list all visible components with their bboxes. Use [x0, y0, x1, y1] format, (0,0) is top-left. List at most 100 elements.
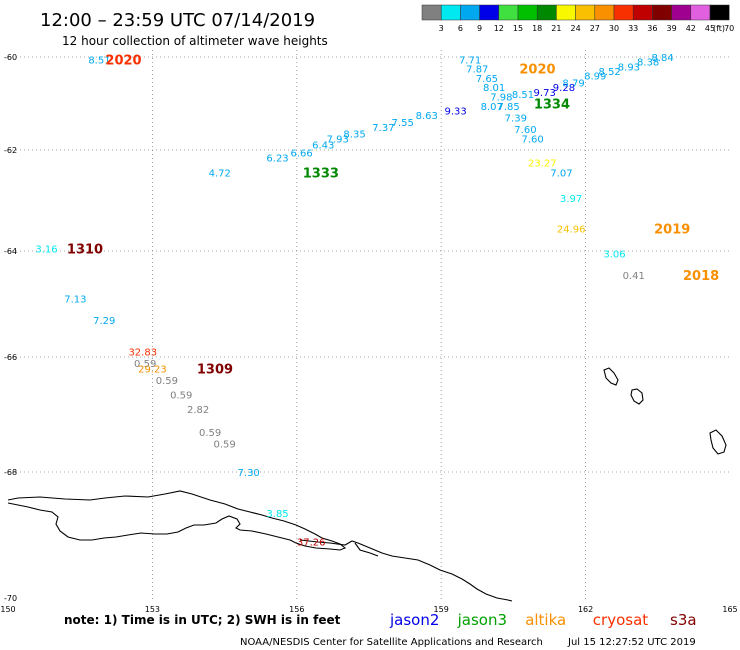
wave-height-value: 32.83	[128, 348, 157, 359]
wave-height-value: 37.26	[297, 537, 326, 548]
wave-height-value: 7.07	[550, 169, 572, 180]
legend-swatch	[536, 4, 557, 21]
legend-swatch	[517, 4, 538, 21]
longitude-tick: 165	[722, 605, 737, 614]
latitude-tick: -70	[4, 594, 17, 603]
longitude-tick: 153	[145, 605, 160, 614]
coastline-lower	[354, 542, 379, 557]
color-scale-legend: 3 6 9 12 15 18 21 24 27 30 33 36 39 42 45 70	[421, 4, 734, 33]
latitude-tick: -66	[4, 353, 17, 362]
wave-height-value: 7.39	[505, 113, 527, 124]
antarctic-coastline	[7, 490, 347, 551]
satellite-name: altika	[525, 611, 566, 629]
legend-swatch	[613, 4, 634, 21]
legend-tick-label: 30	[609, 24, 619, 33]
pass-label: 1333	[303, 167, 339, 182]
latitude-tick-labels: -60 -62 -64 -66 -68 -70	[4, 53, 17, 603]
island-3	[709, 429, 727, 455]
wave-height-value: 24.96	[557, 224, 586, 235]
legend-tick-label: 36	[647, 24, 657, 33]
satellite-name: jason2	[389, 611, 439, 629]
island-2	[630, 388, 644, 405]
wave-height-value: 3.16	[35, 244, 57, 255]
legend-tick-label: 70	[724, 24, 734, 33]
footer-credit: NOAA/NESDIS Center for Satellite Applica…	[240, 637, 543, 648]
legend-tick-label: 12	[494, 24, 504, 33]
wave-height-value: 7.37	[372, 123, 394, 134]
wave-height-observations: 8.51 7.717.877.658.017.98 8.518.077.857.39…	[35, 53, 673, 548]
legend-tick-label: 9	[477, 24, 482, 33]
longitude-tick: 159	[434, 605, 449, 614]
legend-swatch	[440, 4, 461, 21]
wave-height-value: 8.38	[637, 58, 659, 69]
legend-swatch	[498, 4, 519, 21]
wave-height-value: 7.87	[466, 65, 488, 76]
latitude-tick: -64	[4, 247, 17, 256]
wave-height-value: 0.59	[134, 359, 156, 370]
legend-swatch	[594, 4, 615, 21]
legend-swatch	[671, 4, 692, 21]
wave-height-value: 7.71	[459, 55, 481, 66]
legend-tick-label: 18	[532, 24, 542, 33]
pass-label: 2020	[105, 53, 141, 68]
legend-tick-label: 42	[686, 24, 696, 33]
coastline-bay	[299, 539, 513, 602]
wave-height-value: 7.93	[327, 134, 349, 145]
wave-height-value: 9.28	[553, 83, 575, 94]
legend-tick-label: 15	[513, 24, 523, 33]
wave-height-value: 8.07	[481, 102, 503, 113]
wave-height-value: 4.72	[209, 169, 231, 180]
wave-height-value: 8.99	[584, 72, 606, 83]
wave-height-value: 8.01	[483, 83, 505, 94]
legend-swatch	[632, 4, 653, 21]
legend-tick-label: 33	[628, 24, 638, 33]
wave-height-value: 0.59	[199, 428, 221, 439]
legend-swatch	[575, 4, 596, 21]
legend-tick-label: 39	[667, 24, 677, 33]
wave-height-value: 0.59	[170, 390, 192, 401]
pass-label: 2020	[519, 63, 555, 78]
legend-swatch	[556, 4, 576, 21]
wave-height-value: 7.55	[392, 118, 414, 129]
wave-height-value: 6.66	[290, 149, 312, 160]
satellite-name: s3a	[670, 611, 697, 629]
wave-height-value: 8.52	[599, 67, 621, 78]
longitude-tick: 150	[0, 605, 15, 614]
wave-height-value: 8.79	[562, 79, 584, 90]
wave-height-value: 29.23	[138, 365, 167, 376]
satellite-name: cryosat	[593, 611, 648, 629]
wave-height-value: 6.23	[266, 154, 288, 165]
map-subtitle: 12 hour collection of altimeter wave hei…	[62, 34, 328, 48]
wave-height-value: 3.85	[266, 509, 288, 520]
legend-swatch	[652, 4, 672, 21]
latitude-tick: -68	[4, 468, 17, 477]
wave-height-value: 7.60	[522, 134, 544, 145]
wave-height-value: 3.97	[560, 194, 582, 205]
wave-height-value: 7.13	[64, 295, 86, 306]
legend-tick-label: 27	[590, 24, 600, 33]
legend-tick-label: 6	[458, 24, 463, 33]
wave-height-value: 6.43	[312, 140, 334, 151]
lat-lon-grid	[8, 50, 730, 600]
wave-height-value: 23.27	[528, 159, 557, 170]
pass-number-labels: 2020 2020 1334 1333 2019 2018 1310 1309	[67, 53, 719, 377]
legend-swatch	[690, 4, 711, 21]
wave-height-value: 8.93	[618, 62, 640, 73]
legend-tick-label: 21	[551, 24, 561, 33]
legend-tick-label: 45	[705, 24, 715, 33]
legend-swatch	[479, 4, 500, 21]
legend-swatch	[460, 4, 480, 21]
legend-tick-label: 24	[571, 24, 581, 33]
wave-height-value: 7.98	[490, 93, 512, 104]
wave-height-value: 8.51	[88, 55, 110, 66]
wave-height-value: 0.59	[156, 376, 178, 387]
wave-height-value: 7.30	[238, 468, 260, 479]
pass-label: 2018	[683, 269, 719, 284]
wave-height-value: 9.73	[534, 88, 556, 99]
map-title: 12:00 – 23:59 UTC 07/14/2019	[40, 10, 315, 31]
wave-height-value: 0.41	[623, 271, 645, 282]
wave-height-value: 2.82	[187, 405, 209, 416]
pass-label: 2019	[654, 222, 690, 237]
pass-label: 1334	[534, 98, 570, 113]
